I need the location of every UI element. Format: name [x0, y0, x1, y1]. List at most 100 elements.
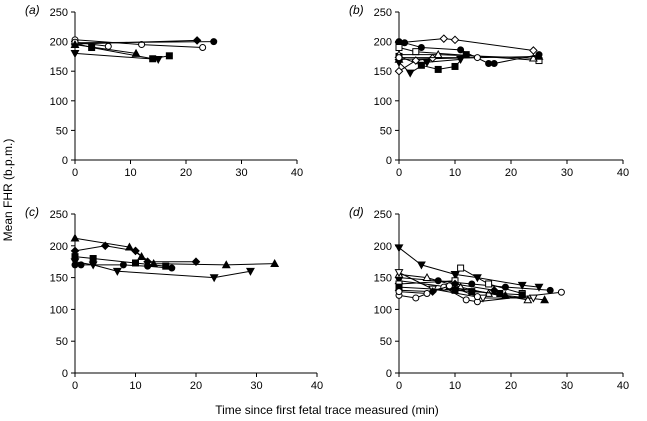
panel-c-series-5-point — [209, 274, 219, 283]
panel-d-series-9-point — [489, 286, 499, 295]
panel-a-series-7-point — [153, 55, 163, 64]
panel-b-series-2-point — [490, 60, 498, 68]
panel-c-y-tick-label: 100 — [50, 304, 68, 316]
panel-d-series-1-point — [416, 261, 426, 270]
panel-c-series-5 — [70, 258, 255, 283]
panel-a-y-tick-label: 0 — [62, 155, 68, 167]
panel-a-series-6-point — [131, 48, 141, 57]
panel-b-series-2-point — [417, 44, 425, 52]
panel-b-series-6-point — [534, 51, 544, 60]
x-axis-title: Time since first fetal trace measured (m… — [215, 403, 439, 417]
panel-d-series-10-point — [395, 288, 403, 296]
panel-d-series-3-point — [422, 272, 432, 281]
panel-d-series-10-point — [445, 282, 453, 290]
panel-c-series-4-point — [119, 261, 127, 269]
panel-d-y-tick-label: 100 — [374, 304, 392, 316]
panel-b-series-1-line — [398, 38, 534, 51]
panel-d-series-1-line — [398, 247, 540, 288]
panel-c-y-tick-label: 50 — [56, 336, 68, 348]
panel-d-x-tick-label: 30 — [561, 380, 573, 392]
panel-d-series-2-point — [546, 286, 554, 294]
panel-a-y-tick-label: 100 — [50, 96, 68, 108]
panel-c-series-1-point — [70, 233, 80, 242]
panel-d-series-8-point — [478, 294, 488, 303]
panel-a-series-6-line — [74, 44, 137, 54]
panel-d-series-10-point — [473, 293, 481, 301]
panel-d-x-tick-label: 20 — [505, 380, 517, 392]
panel-a-series-6 — [70, 39, 141, 57]
panel-c-y-tick-label: 250 — [50, 209, 68, 221]
panel-a-x-tick-label: 0 — [72, 167, 78, 179]
panel-b-series-7-point — [405, 69, 415, 78]
panel-b-label: (b) — [349, 3, 364, 17]
panel-c-label: (c) — [25, 205, 39, 219]
panel-c-series-4-point — [144, 262, 152, 270]
panel-d-series-8-point — [394, 269, 404, 278]
panel-c-x-tick-label: 30 — [250, 380, 262, 392]
y-axis-title: Mean FHR (b.p.m.) — [1, 139, 15, 242]
panel-b-y-tick-label: 250 — [374, 7, 392, 19]
panel-b-x-tick-label: 30 — [561, 167, 573, 179]
panel-a-series-7-point — [70, 50, 80, 59]
panel-c-x-tick-label: 20 — [190, 380, 202, 392]
panel-d-series-8-line — [398, 272, 534, 299]
panel-c-series-5-point — [88, 261, 98, 270]
panel-d-series-5-point — [485, 280, 493, 288]
panel-d-series-1-point — [534, 283, 544, 292]
panel-d-series-8-point — [528, 294, 538, 303]
panel-b-series-8-point — [428, 53, 437, 63]
panel-a-series-2-point — [192, 36, 202, 45]
panel-a-y-tick-label: 150 — [50, 66, 68, 78]
panel-c-series-5-point — [246, 267, 255, 276]
panel-a-x-tick-label: 30 — [235, 167, 247, 179]
panel-d-series-1 — [394, 244, 544, 292]
panel-d-series-7-point — [462, 296, 470, 304]
panel-b-y-tick-label: 150 — [374, 66, 392, 78]
panel-c-y-tick-label: 0 — [62, 368, 68, 380]
panel-b-x-tick-label: 10 — [449, 167, 461, 179]
panel-c-x-tick-label: 10 — [129, 380, 141, 392]
panel-d-series-10 — [395, 282, 481, 301]
panel-a-series-6-point — [70, 39, 80, 48]
panel-c-series-4-point — [168, 264, 176, 272]
panel-c-series-3-point — [89, 255, 97, 263]
panel-a-x-tick-label: 40 — [291, 167, 303, 179]
panel-d-series-1-point — [450, 271, 460, 280]
panel-a-label: (a) — [25, 3, 40, 17]
panel-c-series-3-point — [162, 262, 170, 270]
panel-c-series-2-point — [131, 246, 140, 256]
panel-d-series-7-point — [412, 294, 420, 302]
panel-c-series-2-point — [191, 257, 201, 267]
panel-d-y-tick-label: 0 — [386, 368, 392, 380]
panel-a-x-tick-label: 10 — [124, 167, 136, 179]
panel-b-series-3-point — [412, 48, 420, 56]
panel-c-series-1-point — [221, 260, 231, 269]
panel-c-series-1-point — [270, 258, 280, 267]
panel-a-y-tick-label: 50 — [56, 125, 68, 137]
panel-b-y-tick-label: 100 — [374, 96, 392, 108]
panel-c: 0 50 100 150 200 250 0 10 20 30 40 (c) — [25, 205, 323, 392]
panel-b-series-8 — [394, 53, 437, 76]
panel-b-y-tick-label: 50 — [380, 125, 392, 137]
panel-d-label: (d) — [349, 205, 364, 219]
panel-d-series-1-point — [394, 244, 404, 253]
panel-d-y-tick-label: 150 — [374, 273, 392, 285]
panel-c-series-2-point — [100, 241, 110, 251]
panel-a-series-7-line — [74, 52, 159, 60]
panel-a-y-tick-label: 250 — [50, 7, 68, 19]
panel-d: 0 50 100 150 200 250 0 10 20 30 40 (d) — [349, 205, 629, 392]
panel-a-series-7 — [70, 50, 163, 64]
panel-a-series-3-point — [210, 38, 218, 46]
panel-d-y-tick-label: 50 — [380, 336, 392, 348]
panel-d-x-tick-label: 10 — [449, 380, 461, 392]
panel-b-series-9-point — [473, 54, 481, 62]
panel-a-series-1-point — [199, 44, 207, 52]
panel-d-y-tick-label: 250 — [374, 209, 392, 221]
panel-b-series-9-point — [395, 54, 403, 62]
panel-d-y-tick-label: 200 — [374, 241, 392, 253]
panel-a-series-5-line — [74, 41, 109, 47]
panel-d-series-3-point — [523, 295, 533, 304]
panel-c-series-5-point — [112, 267, 122, 276]
panel-d-series-10-line — [398, 285, 478, 298]
